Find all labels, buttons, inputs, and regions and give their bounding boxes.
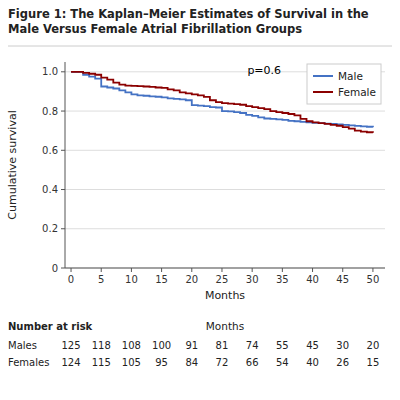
tick bbox=[282, 268, 283, 272]
tick-label: 10 bbox=[125, 274, 138, 285]
risk-value: 74 bbox=[246, 340, 259, 351]
risk-value: 84 bbox=[185, 357, 198, 368]
tick-label: 20 bbox=[185, 274, 198, 285]
tick bbox=[61, 150, 65, 151]
tick bbox=[61, 71, 65, 72]
legend-swatch bbox=[313, 91, 333, 93]
risk-table-x-label: Months bbox=[206, 320, 244, 332]
risk-value: 124 bbox=[61, 357, 80, 368]
legend: Male Female bbox=[307, 64, 381, 104]
tick bbox=[312, 268, 313, 272]
tick-label: 5 bbox=[98, 274, 104, 285]
annotation: p=0.6 bbox=[247, 64, 281, 77]
tick-label: 0.6 bbox=[42, 145, 58, 156]
risk-value: 100 bbox=[152, 340, 171, 351]
risk-value: 125 bbox=[61, 340, 80, 351]
tick bbox=[61, 228, 65, 229]
tick bbox=[131, 268, 132, 272]
risk-value: 45 bbox=[306, 340, 319, 351]
risk-value: 72 bbox=[216, 357, 229, 368]
x-axis: 0 5 10 15 20 25 30 35 40 45 50 bbox=[68, 268, 379, 285]
y-axis-label: Cumulative survival bbox=[6, 110, 19, 219]
tick bbox=[191, 268, 192, 272]
separator bbox=[8, 46, 392, 47]
tick-label: 1.0 bbox=[42, 66, 58, 77]
tick-label: 45 bbox=[336, 274, 349, 285]
risk-value: 91 bbox=[185, 340, 198, 351]
risk-value: 66 bbox=[246, 357, 259, 368]
risk-value: 55 bbox=[276, 340, 289, 351]
risk-value: 95 bbox=[155, 357, 168, 368]
tick bbox=[71, 268, 72, 272]
tick-label: 0.4 bbox=[42, 184, 58, 195]
risk-value: 105 bbox=[122, 357, 141, 368]
tick-label: 30 bbox=[246, 274, 259, 285]
risk-value: 118 bbox=[92, 340, 111, 351]
axis-line bbox=[65, 268, 385, 269]
tick-label: 50 bbox=[367, 274, 380, 285]
risk-value: 115 bbox=[92, 357, 111, 368]
tick bbox=[101, 268, 102, 272]
risk-value: 30 bbox=[336, 340, 349, 351]
risk-table-title: Number at risk bbox=[8, 321, 93, 332]
legend-swatch bbox=[313, 75, 333, 77]
risk-table: Number at risk Months Males 125 118 108 100 91 8… bbox=[8, 320, 379, 368]
x-axis-label: Months bbox=[205, 289, 245, 302]
risk-value: 15 bbox=[367, 357, 380, 368]
legend-entry: Male bbox=[338, 70, 363, 82]
legend-frame bbox=[307, 64, 381, 104]
risk-value: 20 bbox=[367, 340, 380, 351]
tick-label: 0.8 bbox=[42, 106, 58, 117]
legend-entry: Female bbox=[338, 86, 376, 98]
tick-label: 25 bbox=[216, 274, 229, 285]
axis-line bbox=[65, 62, 66, 268]
grid-line bbox=[65, 150, 385, 151]
risk-value: 40 bbox=[306, 357, 319, 368]
tick-label: 0 bbox=[68, 274, 74, 285]
title: Figure 1: The Kaplan–Meier Estimates of … bbox=[8, 7, 369, 21]
tick bbox=[342, 268, 343, 272]
title: Male Versus Female Atrial Fibrillation G… bbox=[8, 22, 302, 36]
grid-line bbox=[65, 189, 385, 190]
tick bbox=[61, 189, 65, 190]
tick-label: 15 bbox=[155, 274, 168, 285]
risk-value: 54 bbox=[276, 357, 289, 368]
risk-row-label: Females bbox=[8, 357, 49, 368]
tick bbox=[252, 268, 253, 272]
risk-row-label: Males bbox=[8, 340, 37, 351]
grid-line bbox=[65, 228, 385, 229]
risk-value: 108 bbox=[122, 340, 141, 351]
tick bbox=[221, 268, 222, 272]
tick-label: 40 bbox=[306, 274, 319, 285]
tick bbox=[61, 111, 65, 112]
tick-label: 35 bbox=[276, 274, 289, 285]
chart: Figure 1: The Kaplan–Meier Estimates of … bbox=[0, 0, 400, 400]
risk-value: 26 bbox=[336, 357, 349, 368]
tick-label: 0.2 bbox=[42, 223, 58, 234]
risk-value: 81 bbox=[216, 340, 229, 351]
grid-line bbox=[65, 268, 385, 269]
tick-label: 0 bbox=[52, 263, 58, 274]
tick bbox=[61, 268, 65, 269]
tick bbox=[372, 268, 373, 272]
tick bbox=[161, 268, 162, 272]
